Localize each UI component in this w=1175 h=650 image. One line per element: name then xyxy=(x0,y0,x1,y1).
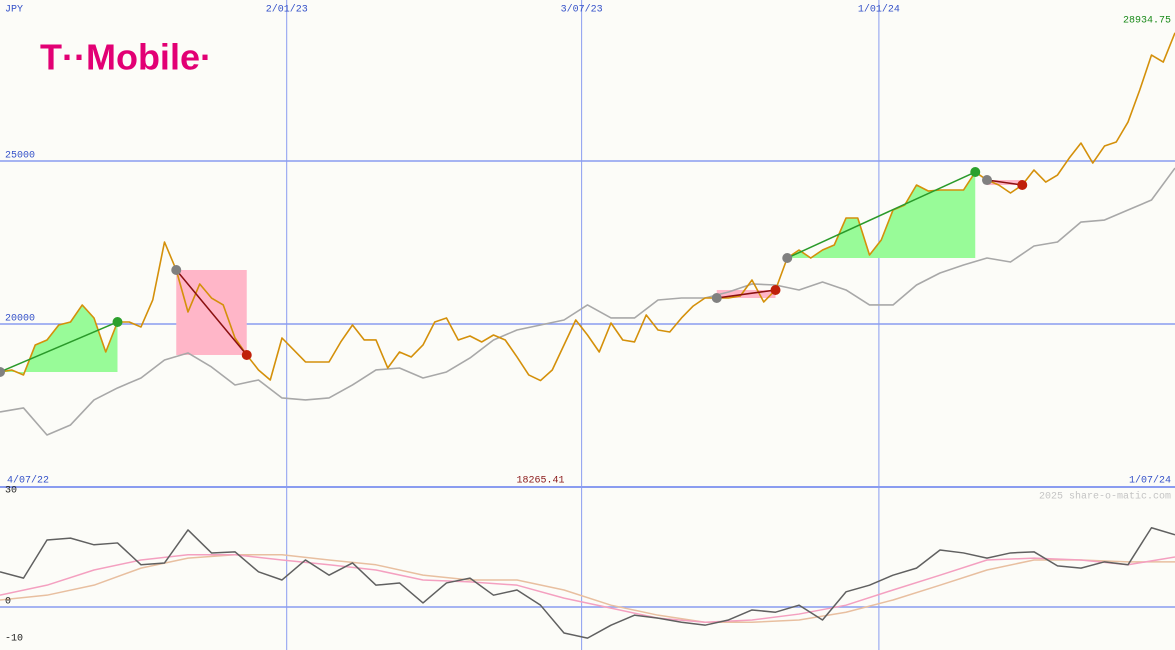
oscillator-line xyxy=(0,554,1175,623)
x-start-label: 4/07/22 xyxy=(7,475,49,487)
last-value-label: 28934.75 xyxy=(1123,16,1171,27)
signal-line xyxy=(716,289,776,299)
signal-line xyxy=(786,171,976,259)
text-layer: T··Mobile· JPY 4/07/22 1/07/24 2025 shar… xyxy=(5,4,1171,645)
marks-layer xyxy=(0,32,1175,639)
signal-line xyxy=(0,321,118,373)
logo: T··Mobile· xyxy=(40,37,212,78)
signal-line xyxy=(175,269,248,356)
y-tick-label: 20000 xyxy=(5,314,35,325)
x-tick-label: 2/01/23 xyxy=(266,4,308,16)
signal-entry-dot xyxy=(982,175,992,186)
y-tick-label: -10 xyxy=(5,634,23,645)
x-end-label: 1/07/24 xyxy=(1129,475,1171,487)
signal-entry-dot xyxy=(171,265,182,276)
signal-entry-dot xyxy=(0,366,5,377)
y-tick-label: 25000 xyxy=(5,151,35,162)
signal-exit-dot xyxy=(241,349,252,360)
signal-entry-dot xyxy=(711,293,722,304)
signal-entry-dot xyxy=(782,253,793,264)
y-tick-label: 0 xyxy=(5,597,11,608)
oscillator-line xyxy=(0,554,1175,623)
signal-area xyxy=(0,304,118,375)
currency-label: JPY xyxy=(5,5,23,16)
x-tick-label: 3/07/23 xyxy=(561,4,603,16)
x-tick-label: 1/01/24 xyxy=(858,4,900,16)
min-value-label: 18265.41 xyxy=(516,476,564,487)
signal-exit-dot xyxy=(770,284,781,295)
oscillator-line xyxy=(0,527,1175,639)
y-tick-label: 30 xyxy=(5,486,17,497)
signal-line xyxy=(986,179,1023,186)
watermark: 2025 share-o-matic.com xyxy=(1039,491,1171,503)
series-line xyxy=(0,167,1175,436)
signal-exit-dot xyxy=(970,167,981,178)
signal-exit-dot xyxy=(112,316,123,327)
signal-exit-dot xyxy=(1017,180,1028,191)
